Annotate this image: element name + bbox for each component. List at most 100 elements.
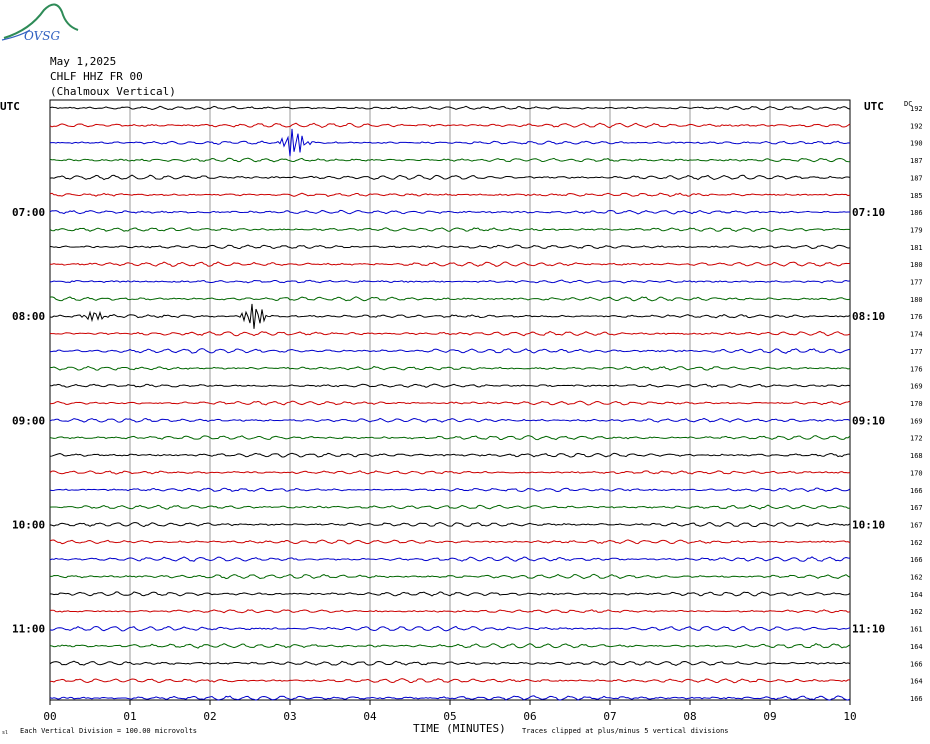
left-time-label: 10:00 bbox=[12, 518, 45, 531]
ovsg-logo: OVSG bbox=[1, 3, 79, 43]
logo-swoosh bbox=[3, 3, 79, 39]
dc-offset-label: 174 bbox=[910, 331, 923, 339]
seismic-trace bbox=[49, 192, 851, 197]
dc-offset-label: 166 bbox=[910, 487, 923, 495]
x-tick-label: 02 bbox=[203, 710, 216, 723]
seismic-trace bbox=[49, 157, 851, 163]
dc-offset-label: 177 bbox=[910, 348, 923, 356]
dc-offset-label: 180 bbox=[910, 261, 923, 269]
dc-offset-label: 179 bbox=[910, 226, 923, 234]
dc-offset-label: 192 bbox=[910, 105, 923, 113]
seismic-trace bbox=[49, 487, 851, 493]
seismic-trace bbox=[49, 539, 851, 545]
left-time-label: 07:00 bbox=[12, 206, 45, 219]
dc-offset-label: 176 bbox=[910, 313, 923, 321]
header-station: CHLF HHZ FR 00 bbox=[50, 70, 143, 83]
dc-offset-label: 187 bbox=[910, 157, 923, 165]
left-utc-label: UTC bbox=[0, 100, 20, 113]
dc-offset-label: 162 bbox=[910, 608, 923, 616]
clip-note: Traces clipped at plus/minus 5 vertical … bbox=[522, 727, 729, 735]
seismic-trace bbox=[50, 261, 850, 267]
dc-offset-label: 168 bbox=[910, 452, 923, 460]
division-note: Each Vertical Division = 100.00 microvol… bbox=[20, 727, 197, 735]
seismic-trace bbox=[49, 383, 851, 388]
dc-offset-label: 161 bbox=[910, 626, 923, 634]
seismic-trace bbox=[49, 244, 851, 250]
logo-text: OVSG bbox=[24, 29, 61, 43]
right-time-label: 07:10 bbox=[852, 206, 885, 219]
seismic-trace bbox=[49, 417, 851, 423]
left-time-label: 09:00 bbox=[12, 414, 45, 427]
dc-offset-label: 190 bbox=[910, 140, 923, 148]
dc-offset-label: 169 bbox=[910, 383, 923, 391]
seismic-trace bbox=[49, 452, 851, 458]
dc-offset-label: 170 bbox=[910, 469, 923, 477]
x-tick-label: 03 bbox=[283, 710, 296, 723]
dc-offset-label: 164 bbox=[910, 643, 923, 651]
seismic-trace bbox=[49, 330, 851, 337]
dc-offset-label: 170 bbox=[910, 400, 923, 408]
seismic-trace bbox=[49, 504, 851, 510]
x-tick-label: 01 bbox=[123, 710, 136, 723]
dc-offset-label: 167 bbox=[910, 521, 923, 529]
seismic-trace bbox=[49, 556, 851, 562]
dc-offset-label: 162 bbox=[910, 539, 923, 547]
dc-offset-label: 169 bbox=[910, 417, 923, 425]
dc-offset-label: 166 bbox=[910, 556, 923, 564]
dc-offset-label: 166 bbox=[910, 660, 923, 668]
dc-label: DC bbox=[904, 100, 912, 108]
dc-offset-label: 185 bbox=[910, 192, 923, 200]
x-tick-label: 04 bbox=[363, 710, 377, 723]
corner-mark: sl bbox=[2, 730, 8, 736]
seismic-trace bbox=[49, 174, 851, 181]
right-utc-label: UTC bbox=[864, 100, 884, 113]
seismic-trace bbox=[49, 435, 851, 441]
seismic-trace bbox=[49, 348, 851, 354]
dc-offset-label: 166 bbox=[910, 695, 923, 703]
x-tick-label: 10 bbox=[843, 710, 856, 723]
seismic-trace bbox=[49, 695, 851, 701]
left-time-label: 08:00 bbox=[12, 310, 45, 323]
seismic-trace bbox=[49, 573, 851, 580]
header-date: May 1,2025 bbox=[50, 55, 117, 68]
right-time-label: 08:10 bbox=[852, 310, 885, 323]
right-time-label: 10:10 bbox=[852, 518, 885, 531]
seismic-trace bbox=[49, 521, 851, 528]
x-tick-label: 00 bbox=[43, 710, 56, 723]
seismic-trace bbox=[49, 470, 851, 475]
seismic-trace bbox=[49, 365, 851, 371]
dc-offset-label: 162 bbox=[910, 574, 923, 582]
dc-offset-label: 186 bbox=[910, 209, 923, 217]
seismic-trace bbox=[49, 128, 851, 157]
seismic-trace bbox=[49, 609, 851, 614]
seismic-trace bbox=[49, 296, 851, 302]
logo-swoosh-left bbox=[1, 29, 31, 41]
dc-offset-label: 180 bbox=[910, 296, 923, 304]
right-time-label: 09:10 bbox=[852, 414, 885, 427]
dc-offset-label: 177 bbox=[910, 279, 923, 287]
seismic-trace bbox=[49, 209, 851, 215]
seismic-trace bbox=[49, 279, 851, 284]
seismic-trace bbox=[49, 591, 851, 597]
left-time-label: 11:00 bbox=[12, 623, 45, 636]
dc-offset-label: 192 bbox=[910, 122, 923, 130]
seismic-trace bbox=[49, 678, 851, 684]
seismic-trace bbox=[49, 400, 851, 406]
dc-offset-label: 181 bbox=[910, 244, 923, 252]
seismic-trace bbox=[49, 105, 851, 111]
dc-offset-label: 164 bbox=[910, 678, 923, 686]
seismic-trace bbox=[49, 660, 851, 666]
dc-offset-label: 187 bbox=[910, 174, 923, 182]
dc-offset-label: 172 bbox=[910, 435, 923, 443]
x-tick-label: 09 bbox=[763, 710, 776, 723]
x-tick-label: 07 bbox=[603, 710, 616, 723]
seismic-trace bbox=[49, 122, 851, 129]
seismic-trace bbox=[49, 303, 851, 329]
right-time-label: 11:10 bbox=[852, 623, 885, 636]
seismic-trace bbox=[49, 227, 851, 232]
dc-offset-label: 176 bbox=[910, 365, 923, 373]
header-location: (Chalmoux Vertical) bbox=[50, 85, 176, 98]
x-tick-label: 08 bbox=[683, 710, 696, 723]
dc-offset-label: 167 bbox=[910, 504, 923, 512]
